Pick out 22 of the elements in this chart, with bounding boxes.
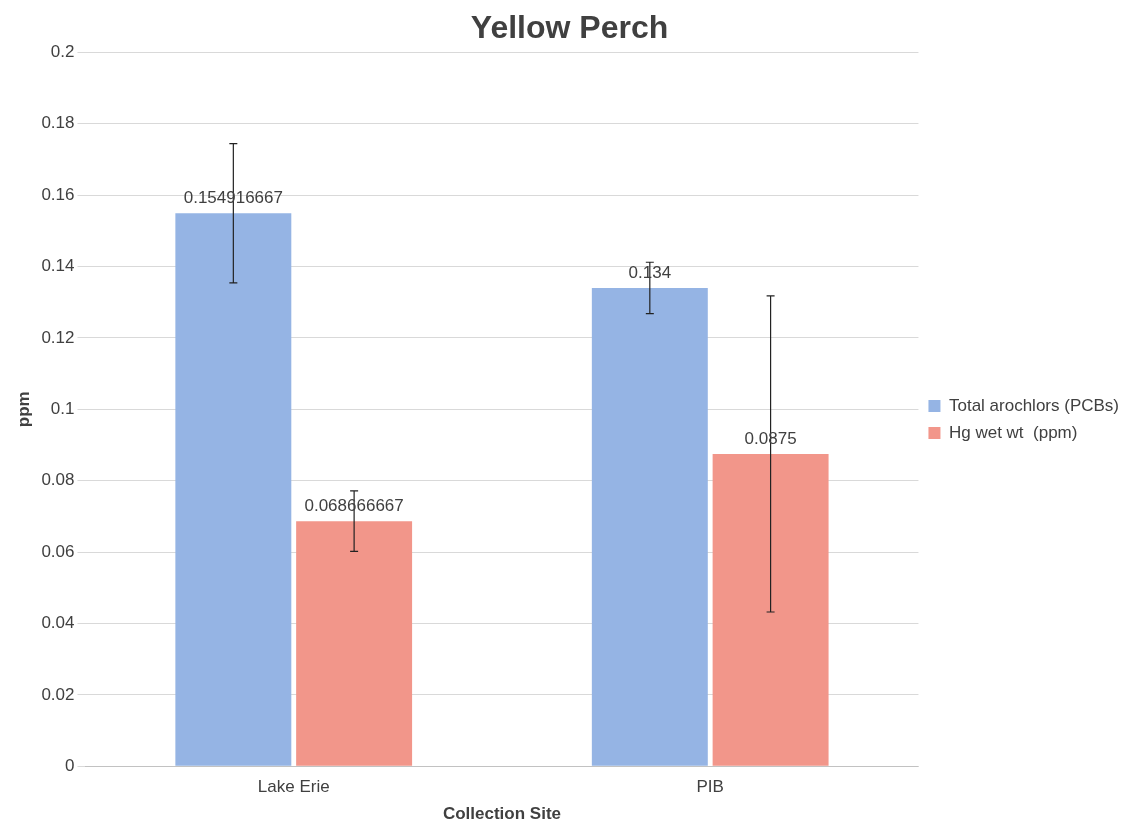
x-axis-title: Collection Site	[442, 804, 562, 824]
y-tick-label: 0.06	[41, 541, 75, 561]
y-tick-label: 0.18	[41, 113, 75, 133]
y-tick-label: 0.14	[41, 256, 75, 276]
y-tick-label: 0.08	[41, 470, 75, 490]
x-tick-label: PIB	[696, 777, 724, 797]
y-tick-label: 0.16	[41, 184, 75, 204]
y-tick-label: 0	[65, 755, 75, 775]
x-tick-label: Lake Erie	[257, 777, 330, 797]
bar	[712, 453, 829, 766]
bar	[175, 213, 292, 766]
chart-title: Yellow Perch	[470, 9, 669, 46]
y-tick-label: 0.12	[41, 327, 75, 347]
y-axis-title: ppm	[13, 391, 33, 428]
y-tick-label: 0.02	[41, 684, 75, 704]
y-tick-label: 0.04	[41, 613, 75, 633]
y-tick-label: 0.2	[50, 42, 75, 62]
bar	[296, 521, 413, 766]
legend-label: Total arochlors (PCBs)	[948, 395, 1120, 415]
y-tick-label: 0.1	[50, 398, 75, 418]
bar	[591, 287, 708, 766]
legend-label: Hg wet wt (ppm)	[948, 422, 1078, 442]
